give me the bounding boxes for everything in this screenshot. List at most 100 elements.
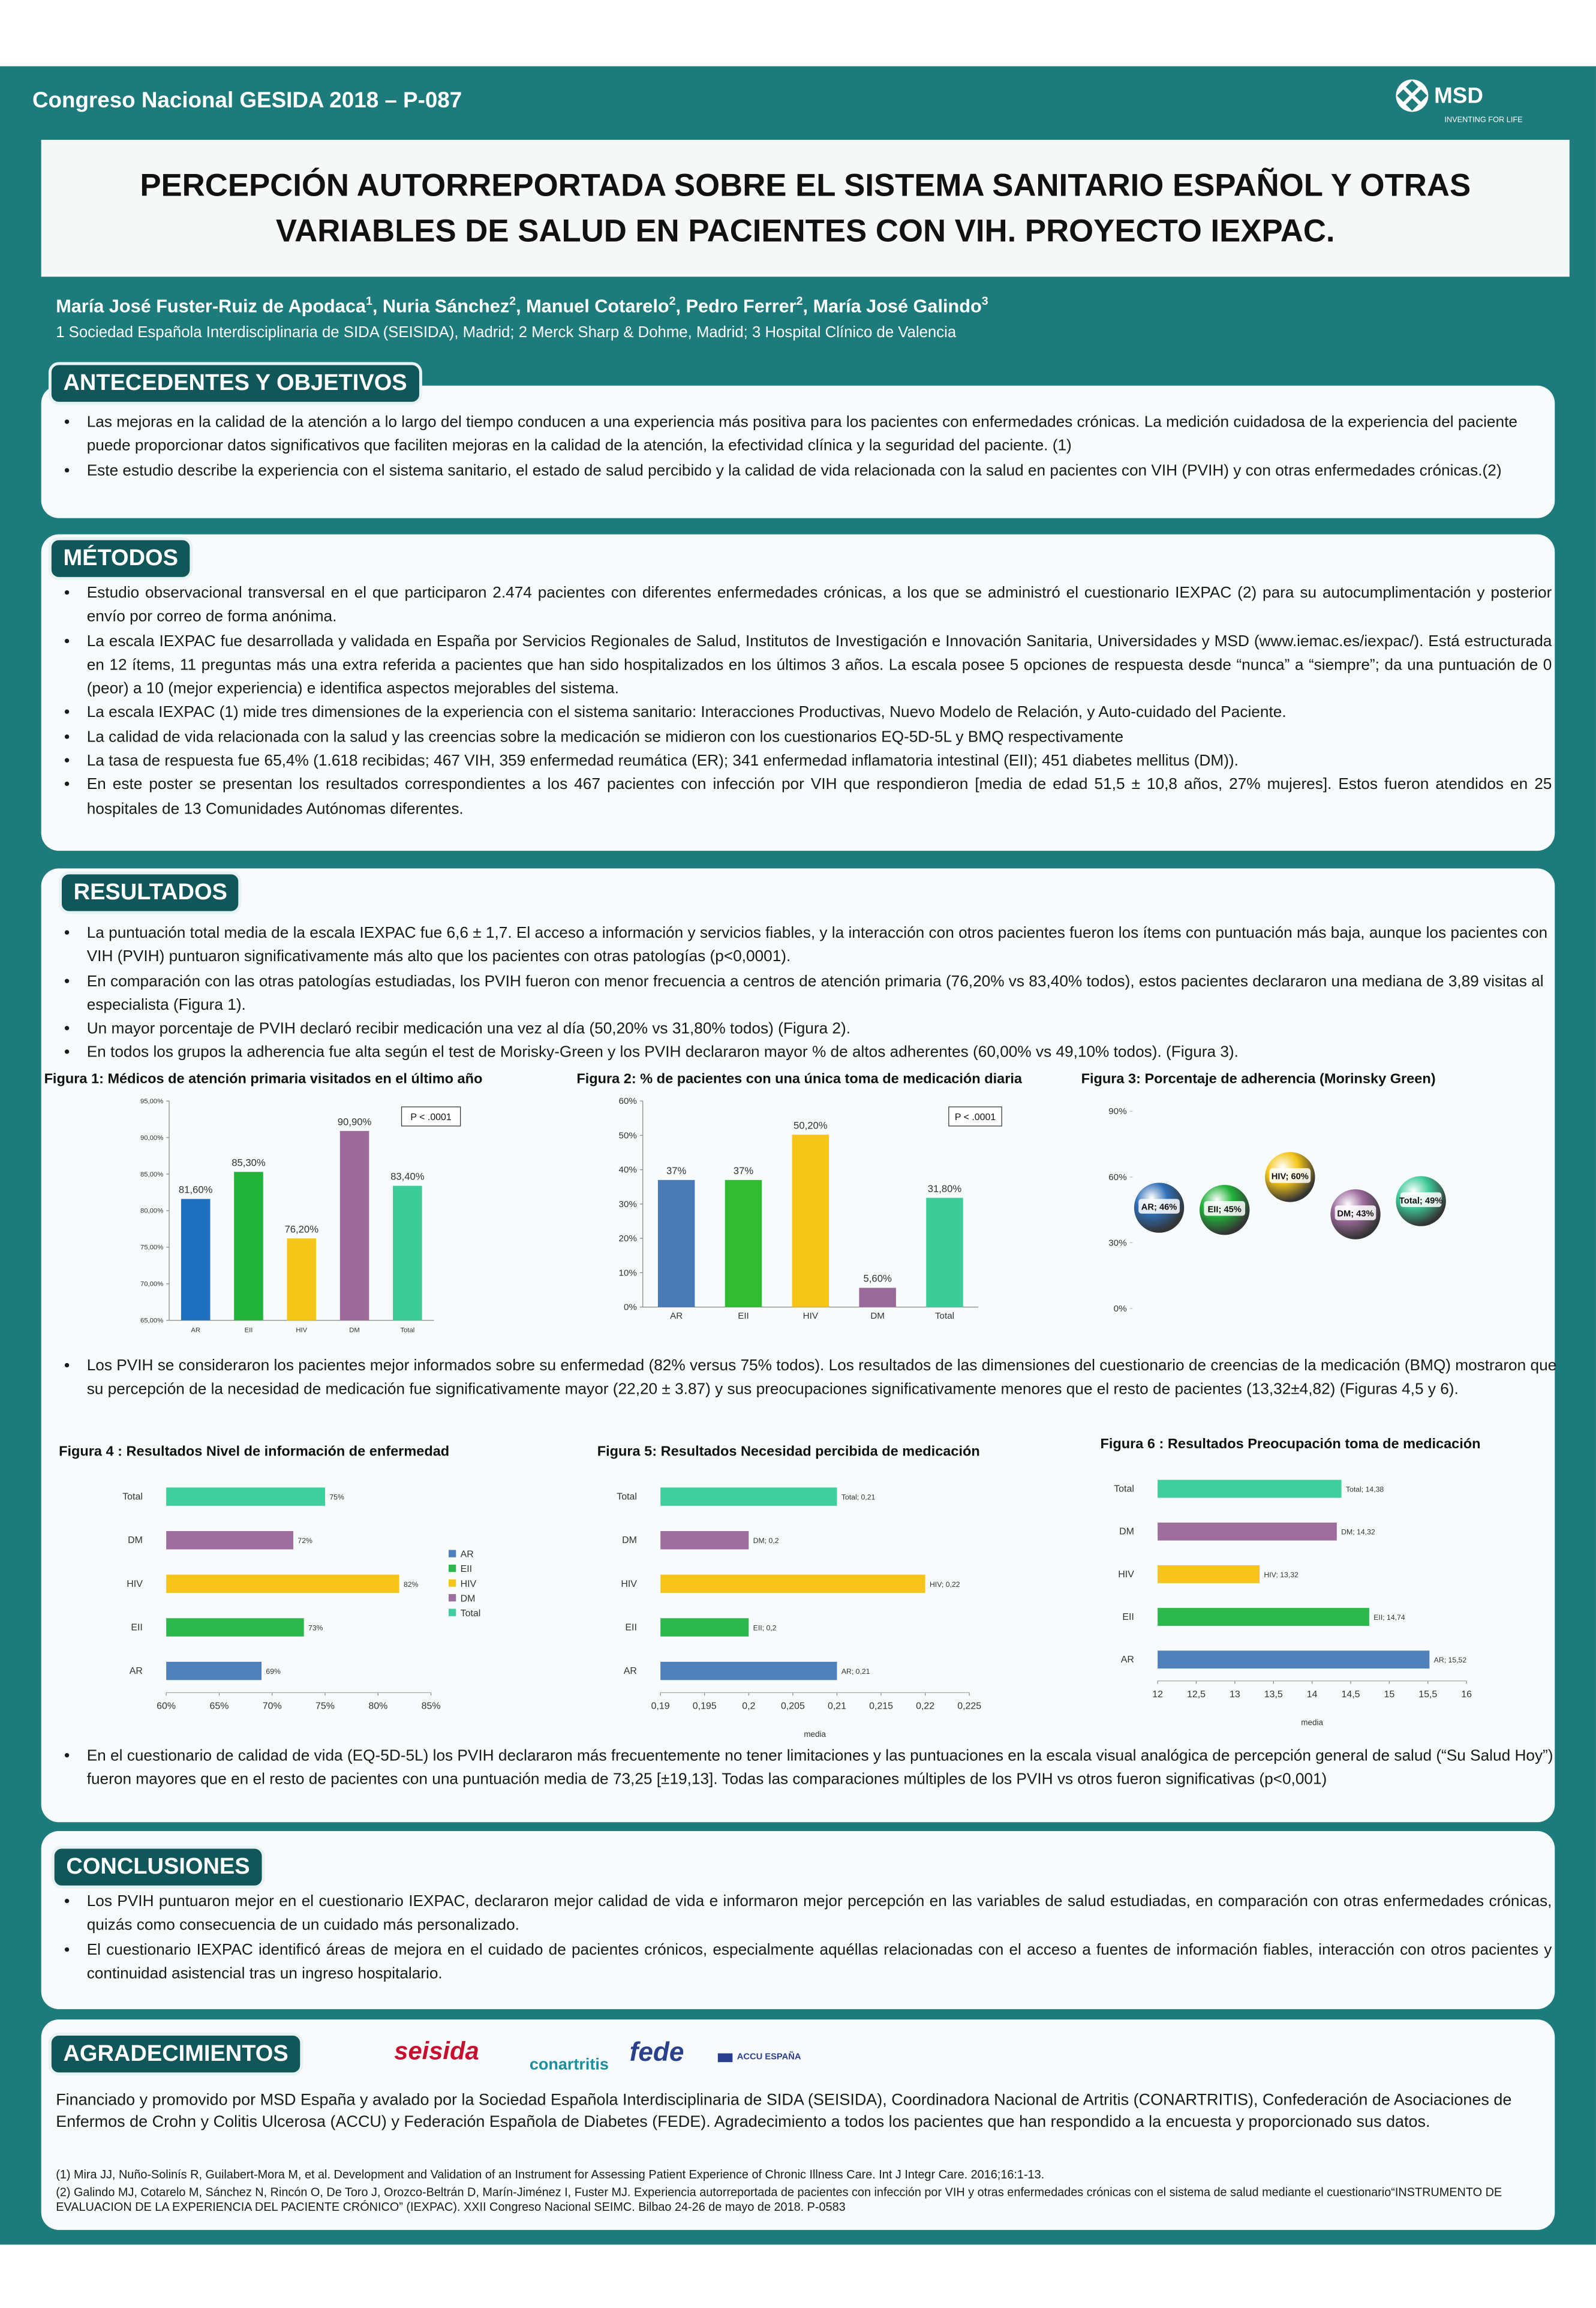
bar [660,1487,837,1506]
value-label: 81,60% [179,1184,213,1196]
x-tick-label: 0,21 [828,1701,846,1711]
value-label: DM; 14,32 [1341,1528,1375,1536]
value-label: 37% [734,1165,754,1176]
x-tick-label: 80% [368,1701,387,1711]
bullet: Los PVIH se consideraron los pacientes m… [84,1354,1562,1402]
figure-title: Figura 5: Resultados Necesidad percibida… [597,1443,980,1458]
x-tick-label: HIV [296,1326,307,1334]
x-tick-label: Total [400,1326,414,1334]
bar [166,1661,262,1680]
legend-label: EII [461,1564,472,1574]
bullet: En comparación con las otras patologías … [84,970,1562,1018]
bar [657,1179,695,1307]
y-tick-label: 0% [1114,1304,1127,1314]
x-tick-label: 15 [1384,1689,1395,1700]
y-tick-label: DM [1119,1527,1134,1537]
y-tick-label: DM [128,1535,143,1545]
value-label: EII; 0,2 [753,1623,777,1632]
bullet: Este estudio describe la experiencia con… [84,458,1555,482]
y-tick-label: 90,00% [140,1135,163,1142]
author-name: María José Fuster-Ruiz de Apodaca [56,296,366,317]
x-axis-label: media [1301,1718,1323,1727]
reference: (1) Mira JJ, Nuño-Solinís R, Guilabert-M… [56,2168,1045,2181]
value-label: AR; 0,21 [841,1667,870,1676]
value-label: HIV; 60% [1272,1172,1309,1182]
bar [660,1530,749,1550]
logo-accu: ACCU ESPAÑA [717,2053,801,2063]
y-tick-label: 85,00% [140,1171,163,1178]
bar [725,1179,762,1307]
bar [1158,1608,1369,1626]
bullet: El cuestionario IEXPAC identificó áreas … [84,1938,1552,1986]
value-label: HIV; 13,32 [1264,1571,1299,1579]
bullet: Los PVIH puntuaron mejor en el cuestiona… [84,1890,1552,1938]
x-tick-label: 0,225 [957,1701,981,1711]
y-tick-label: 75,00% [140,1244,163,1251]
bar [287,1238,317,1320]
value-label: 5,60% [864,1273,892,1284]
x-tick-label: 13 [1230,1689,1240,1700]
bullet: Un mayor porcentaje de PVIH declaró reci… [84,1018,1562,1042]
value-label: 83,40% [390,1171,425,1182]
bar [166,1530,294,1550]
title-box: PERCEPCIÓN AUTORREPORTADA SOBRE EL SISTE… [41,140,1570,277]
author-name: , Manuel Cotarelo [516,296,669,317]
bullet: La puntuación total media de la escala I… [84,922,1562,970]
logo-text: MSD [1434,83,1483,108]
x-tick-label: 14 [1307,1689,1318,1700]
conclusions-panel [41,1831,1555,2009]
bullet: En todos los grupos la adherencia fue al… [84,1042,1562,1066]
y-tick-label: 30% [1108,1238,1126,1248]
bullet: En este poster se presentan los resultad… [84,773,1552,821]
bubble-label-box [1400,1192,1442,1207]
results-bullets: La puntuación total media de la escala I… [44,922,1562,1066]
bar [1158,1522,1337,1541]
bar [1158,1650,1430,1669]
value-label: 90,90% [338,1116,372,1127]
methods-bullets: Estudio observacional transversal en el … [44,581,1552,821]
annotation: P < .0001 [410,1112,452,1123]
y-tick-label: Total [617,1492,637,1502]
figure-title: Figura 6 : Resultados Preocupación toma … [1100,1436,1480,1451]
y-tick-label: 30% [619,1199,637,1209]
legend-swatch [449,1594,456,1602]
logo-seisida: seisida [394,2037,479,2066]
x-tick-label: Total [935,1311,954,1321]
y-tick-label: 80,00% [140,1208,163,1215]
section-heading: AGRADECIMIENTOS [48,2033,303,2076]
logo-mark [1396,79,1429,112]
value-label: EII; 45% [1208,1205,1242,1214]
x-tick-label: 12,5 [1187,1689,1206,1700]
value-label: DM; 0,2 [753,1536,779,1545]
legend-swatch [449,1564,456,1572]
x-tick-label: 70% [263,1701,282,1711]
congress-label: Congreso Nacional GESIDA 2018 – P-087 [32,88,462,113]
figure-title: Figura 2: % de pacientes con una única t… [576,1071,1023,1087]
bar [859,1287,896,1307]
logo-fede: fede [629,2037,684,2067]
bar [660,1574,925,1593]
value-label: 75% [329,1493,344,1502]
x-tick-label: 0,215 [869,1701,893,1711]
x-tick-label: 85% [422,1701,441,1711]
bullet: La calidad de vida relacionada con la sa… [84,725,1552,749]
y-tick-label: 70,00% [140,1281,163,1288]
value-label: DM; 43% [1337,1209,1373,1219]
y-tick-label: HIV [621,1579,637,1589]
y-tick-label: EII [131,1622,142,1632]
value-label: 85,30% [232,1157,266,1169]
x-tick-label: 65% [209,1701,229,1711]
legend-swatch [449,1550,456,1557]
y-tick-label: AR [1121,1655,1134,1665]
x-tick-label: DM [870,1311,885,1321]
bar [166,1618,304,1637]
reference: (2) Galindo MJ, Cotarelo M, Sánchez N, R… [56,2185,1502,2214]
bar [926,1197,963,1307]
y-tick-label: HIV [1118,1569,1134,1580]
legend-swatch [449,1579,456,1587]
author-name: , Pedro Ferrer [675,296,797,317]
legend-label: Total [461,1608,481,1619]
